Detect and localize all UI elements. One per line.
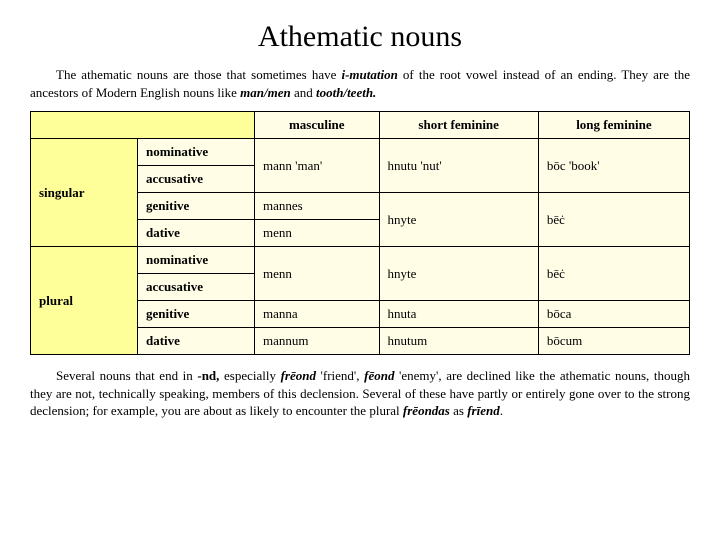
- cell: menn: [255, 247, 380, 301]
- intro-term-toothteeth: tooth/teeth.: [316, 85, 376, 100]
- outro-text: Several nouns that end in: [56, 368, 197, 383]
- outro-text: 'friend',: [316, 368, 364, 383]
- cell: bēċ: [538, 193, 689, 247]
- header-masc: masculine: [255, 112, 380, 139]
- cell: bōc 'book': [538, 139, 689, 193]
- cell: menn: [255, 220, 380, 247]
- table-row: singular nominative mann 'man' hnutu 'nu…: [31, 139, 690, 166]
- number-plural: plural: [31, 247, 138, 355]
- header-longfem: long feminine: [538, 112, 689, 139]
- table-row: plural nominative menn hnyte bēċ: [31, 247, 690, 274]
- case-dat: dative: [138, 220, 255, 247]
- number-singular: singular: [31, 139, 138, 247]
- outro-feond: fēond: [364, 368, 394, 383]
- header-shortfem: short feminine: [379, 112, 538, 139]
- outro-text: especially: [219, 368, 280, 383]
- cell: mannes: [255, 193, 380, 220]
- case-acc: accusative: [138, 274, 255, 301]
- outro-paragraph: Several nouns that end in -nd, especiall…: [30, 367, 690, 420]
- case-nom: nominative: [138, 139, 255, 166]
- cell: hnyte: [379, 247, 538, 301]
- case-gen: genitive: [138, 193, 255, 220]
- intro-term-manmen: man/men: [240, 85, 291, 100]
- page-title: Athematic nouns: [30, 20, 690, 54]
- intro-term-imutation: i-mutation: [341, 67, 397, 82]
- case-acc: accusative: [138, 166, 255, 193]
- outro-text: as: [450, 403, 467, 418]
- outro-nd: -nd,: [197, 368, 219, 383]
- declension-table: masculine short feminine long feminine s…: [30, 111, 690, 355]
- outro-friend: frīend: [467, 403, 500, 418]
- intro-text: The athematic nouns are those that somet…: [56, 67, 341, 82]
- intro-paragraph: The athematic nouns are those that somet…: [30, 66, 690, 101]
- cell: bōca: [538, 301, 689, 328]
- cell: hnutu 'nut': [379, 139, 538, 193]
- outro-freond: frēond: [281, 368, 316, 383]
- table-header-row: masculine short feminine long feminine: [31, 112, 690, 139]
- cell: hnuta: [379, 301, 538, 328]
- cell: mannum: [255, 328, 380, 355]
- cell: hnutum: [379, 328, 538, 355]
- cell: bēċ: [538, 247, 689, 301]
- case-dat: dative: [138, 328, 255, 355]
- corner-cell: [31, 112, 255, 139]
- case-gen: genitive: [138, 301, 255, 328]
- case-nom: nominative: [138, 247, 255, 274]
- outro-freondas: frēondas: [403, 403, 450, 418]
- cell: hnyte: [379, 193, 538, 247]
- outro-text: .: [500, 403, 503, 418]
- cell: manna: [255, 301, 380, 328]
- cell: bōcum: [538, 328, 689, 355]
- cell: mann 'man': [255, 139, 380, 193]
- intro-text: and: [291, 85, 316, 100]
